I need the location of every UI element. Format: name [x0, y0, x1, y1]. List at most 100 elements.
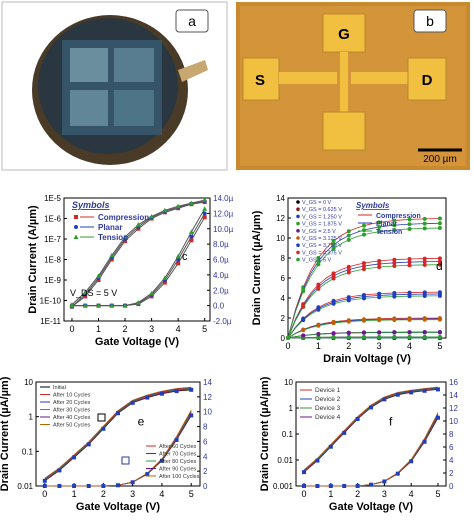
y-axis-label: Drain Current (µA/µm): [259, 376, 271, 491]
data-point: [377, 318, 382, 323]
legend-entry: After 30 Cycles: [53, 408, 91, 414]
data-point: [422, 221, 427, 226]
x-tick-label: 3: [382, 489, 387, 499]
data-point: [377, 262, 382, 267]
x-tick-label: 5: [435, 489, 440, 499]
data-point: [72, 455, 77, 460]
vgs-legend-entry: V_GS = 4.375 V: [302, 250, 342, 256]
source-pad-label: S: [255, 72, 265, 89]
y-tick-label: 1E-10: [40, 297, 62, 306]
data-point: [202, 211, 207, 216]
data-point: [355, 484, 360, 488]
data-point: [422, 317, 427, 322]
legend-marker: [74, 215, 78, 219]
data-point: [346, 270, 351, 275]
data-point: [407, 330, 412, 335]
legend-entry: Tension: [376, 229, 402, 236]
y2-tick-label: 12.0µ: [213, 209, 234, 218]
data-point: [342, 430, 347, 435]
data-point: [437, 262, 442, 267]
data-point: [122, 234, 128, 239]
data-point: [437, 293, 442, 298]
data-point: [331, 239, 336, 244]
data-point: [392, 218, 397, 223]
y-tick-label: 1E-7: [44, 235, 61, 244]
data-point: [189, 234, 194, 239]
data-point: [392, 257, 397, 262]
x-tick-label: 3: [130, 489, 135, 499]
data-point: [202, 197, 208, 203]
panel-b-label: b: [426, 13, 434, 29]
data-point: [407, 222, 412, 227]
x-tick-label: 3: [377, 341, 382, 351]
legend-title: Symbols: [72, 200, 110, 210]
legend-entry: Compression: [376, 213, 421, 220]
y2-tick-label: 12: [203, 393, 212, 402]
legend-marker: [296, 214, 300, 219]
data-point: [96, 278, 101, 282]
data-point: [377, 225, 382, 230]
data-point: [189, 413, 194, 418]
data-point: [135, 300, 141, 305]
data-point: [162, 275, 168, 280]
x-tick-label: 2: [123, 324, 128, 334]
data-point: [361, 228, 366, 233]
data-point: [355, 416, 360, 421]
data-point: [159, 458, 164, 463]
data-point: [331, 301, 336, 306]
data-point: [377, 330, 382, 335]
y2-tick-label: 4: [203, 452, 208, 461]
y-tick-label: 10: [284, 378, 293, 387]
data-point: [361, 296, 366, 301]
data-point: [437, 317, 442, 322]
data-point: [109, 303, 115, 308]
data-point: [316, 307, 321, 312]
data-point: [72, 484, 77, 488]
x-tick-label: 1: [328, 489, 333, 499]
data-point: [316, 262, 321, 267]
data-point: [422, 259, 427, 264]
y2-tick-label: 16: [449, 378, 458, 387]
y-tick-label: 1E-9: [44, 276, 61, 285]
vds-annotation: V_DS = 5 V: [70, 288, 117, 298]
panel-b: G S D b 200 µm: [236, 2, 470, 170]
data-point: [149, 290, 155, 296]
data-point: [331, 321, 336, 326]
x-tick-label: 0: [302, 489, 307, 499]
data-point: [395, 471, 400, 476]
data-point: [57, 484, 62, 488]
y2-tick-label: 6: [449, 443, 454, 452]
scale-bar-label: 200 µm: [423, 154, 457, 165]
data-point: [189, 238, 194, 243]
data-point: [392, 223, 397, 228]
legend-entry: After 10 Cycles: [53, 393, 91, 399]
vgs-legend-entry: V_GS = 0 V: [302, 200, 332, 206]
data-point: [346, 267, 351, 272]
data-point: [435, 415, 440, 420]
y2-tick-label: 0: [449, 482, 454, 491]
y2-tick-label: 10: [449, 417, 458, 426]
vgs-legend-entry: V_GS = 0.625 V: [302, 207, 342, 213]
y-tick-label: 4: [281, 294, 286, 303]
data-point: [130, 480, 135, 485]
data-point: [361, 261, 366, 266]
data-point: [422, 226, 427, 231]
data-point: [83, 294, 88, 299]
data-point: [135, 222, 141, 227]
data-point: [316, 259, 321, 264]
data-point: [57, 468, 62, 473]
x-tick-label: 3: [149, 324, 154, 334]
data-point: [377, 258, 382, 263]
y2-tick-label: -2.0µ: [213, 317, 232, 326]
y-tick-label: 0.1: [282, 430, 294, 439]
data-point: [422, 335, 427, 340]
data-point: [377, 295, 382, 300]
legend-entry: Tension: [98, 233, 128, 242]
y2-tick-label: 12: [449, 404, 458, 413]
panel-label: e: [138, 415, 145, 429]
data-point: [437, 221, 442, 226]
x-tick-label: 1: [72, 489, 77, 499]
data-point: [42, 478, 47, 483]
data-point: [301, 333, 306, 338]
